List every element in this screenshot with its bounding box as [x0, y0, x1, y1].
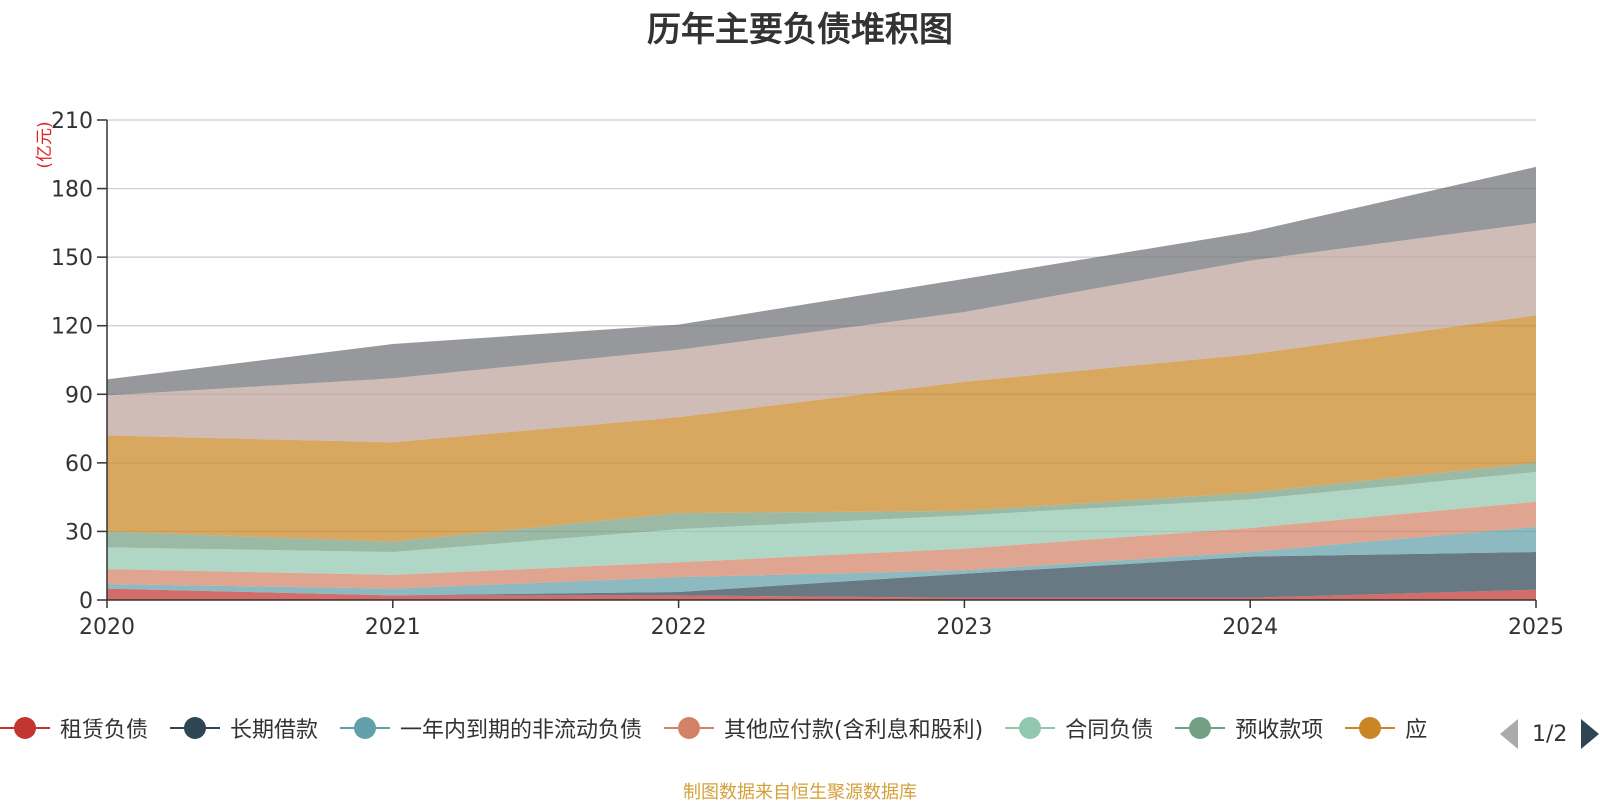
x-tick-label: 2024: [1222, 615, 1278, 640]
area-应付账款: [107, 315, 1536, 542]
x-tick-label: 2022: [651, 615, 707, 640]
y-axis-unit-label: (亿元): [35, 121, 55, 168]
legend-item[interactable]: 应: [1345, 712, 1427, 744]
legend-marker-icon: [1345, 715, 1396, 741]
area-合同负债: [107, 472, 1536, 575]
x-tick-label: 2021: [365, 615, 421, 640]
legend-prev-icon[interactable]: [1500, 719, 1518, 749]
legend-marker-icon: [340, 715, 391, 741]
area-应付票据: [107, 222, 1536, 443]
y-tick-labels: 0 30 60 90 120 150 180 210: [51, 109, 93, 614]
y-tick-label: 120: [51, 315, 93, 340]
legend-label: 一年内到期的非流动负债: [400, 718, 643, 743]
legend-marker-icon: [1175, 715, 1226, 741]
area-预收款项: [107, 462, 1536, 552]
x-tick-labels: 2020 2021 2022 2023 2024 2025: [79, 615, 1564, 640]
y-tick-label: 0: [79, 589, 93, 614]
x-tick-label: 2020: [79, 615, 135, 640]
legend-marker-icon: [170, 715, 221, 741]
legend-pager: 1/2: [1500, 716, 1600, 752]
axes: [97, 119, 1537, 608]
x-tick-label: 2023: [936, 615, 992, 640]
y-tick-label: 210: [51, 109, 93, 134]
legend-label: 其他应付款(含利息和股利): [724, 718, 984, 743]
legend-marker-icon: [0, 715, 50, 741]
y-tick-label: 90: [65, 383, 93, 408]
y-tick-label: 60: [65, 452, 93, 477]
area-租赁负债: [107, 588, 1536, 600]
legend-label: 合同负债: [1065, 718, 1154, 743]
y-tick-label: 180: [51, 178, 93, 203]
legend-marker-icon: [664, 715, 715, 741]
area-series: [107, 166, 1536, 600]
legend-item[interactable]: 其他应付款(含利息和股利): [664, 712, 983, 744]
stacked-area-chart: 0 30 60 90 120 150 180 210 2020 2021 2022 2023 2024…: [35, 109, 1564, 640]
legend-marker-icon: [1005, 715, 1056, 741]
area-短期借款: [107, 166, 1536, 396]
chart-title: 历年主要负债堆积图: [647, 10, 953, 50]
legend-label: 长期借款: [230, 718, 319, 743]
legend-next-icon[interactable]: [1581, 719, 1600, 749]
legend-label: 租赁负债: [60, 718, 149, 743]
area-长期借款: [107, 552, 1536, 598]
data-source-note: 制图数据来自恒生聚源数据库: [683, 782, 917, 803]
legend-item[interactable]: 一年内到期的非流动负债: [340, 712, 642, 744]
area-其他应付款(含利息和股利): [107, 501, 1536, 589]
x-tick-label: 2025: [1508, 615, 1564, 640]
legend-label: 预收款项: [1235, 718, 1324, 743]
area-一年内到期的非流动负债: [107, 526, 1536, 596]
legend-item[interactable]: 合同负债: [1005, 712, 1153, 744]
y-tick-label: 150: [51, 246, 93, 271]
legend-item[interactable]: 预收款项: [1175, 712, 1323, 744]
legend-item[interactable]: 租赁负债: [0, 712, 148, 744]
legend-page-indicator: 1/2: [1532, 721, 1568, 747]
legend: 租赁负债 长期借款 一年内到期的非流动负债 其他应付款(含利息和股利) 合同负债 预收款项…: [0, 712, 1496, 756]
legend-item[interactable]: 长期借款: [170, 712, 318, 744]
legend-label: 应: [1405, 718, 1428, 743]
y-tick-label: 30: [65, 520, 93, 545]
